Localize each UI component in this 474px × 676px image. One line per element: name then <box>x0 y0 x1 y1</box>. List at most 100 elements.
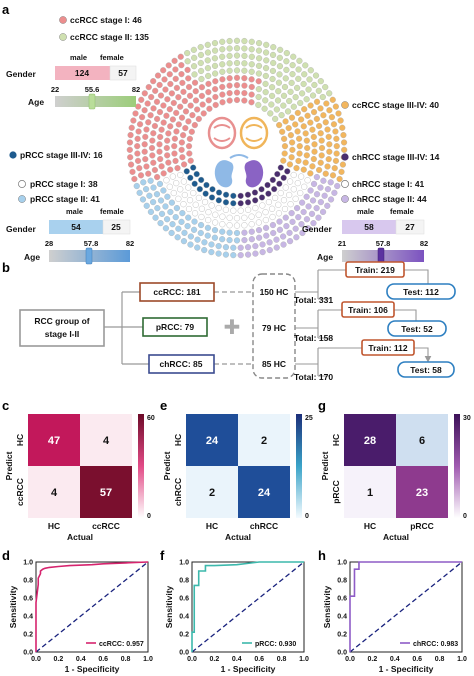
age-label: Age <box>28 97 44 107</box>
ring-dot <box>269 205 276 212</box>
ring-dot <box>148 144 156 152</box>
ring-dot <box>312 72 320 79</box>
ring-dot <box>184 49 191 57</box>
ring-dot <box>158 126 165 133</box>
ring-dot <box>293 165 300 172</box>
ring-dot <box>262 209 269 216</box>
ring-dot <box>294 180 301 187</box>
demographics-chrcc: male female Gender 58 27 21 57.8 82 Age <box>302 207 428 265</box>
ring-dot <box>177 53 184 60</box>
ring-dot <box>181 229 188 236</box>
ring-dot <box>208 241 215 248</box>
legend-ccrcc-stage-2: ccRCC stage II: 135 <box>59 32 149 42</box>
ring-dot <box>317 184 324 191</box>
y-tick-label: 0.8 <box>179 578 189 585</box>
ring-dot <box>150 130 157 137</box>
y-tick-label: 0.0 <box>337 650 347 657</box>
ring-dot <box>317 198 324 206</box>
ring-dot <box>226 89 233 97</box>
ring-dot <box>169 173 176 180</box>
age-median-marker <box>85 247 93 265</box>
ring-dot <box>241 82 248 89</box>
ring-dot <box>168 90 175 97</box>
ring-dot <box>295 214 302 221</box>
x-tick-label: 0.8 <box>435 656 445 663</box>
ring-dot <box>313 98 321 105</box>
x-axis-label: Actual <box>67 532 93 542</box>
colorbar-min: 0 <box>147 513 151 520</box>
x-tick-label: 0.2 <box>210 656 220 663</box>
ring-dot <box>317 130 324 137</box>
ring-dot <box>157 92 165 99</box>
age-max: 82 <box>132 85 140 94</box>
ring-dot <box>322 170 329 177</box>
ring-dot <box>305 203 312 210</box>
ring-dot <box>322 119 329 126</box>
ring-dot <box>275 210 283 217</box>
ring-dot <box>289 139 296 146</box>
ring-dot <box>248 213 255 220</box>
ring-dot <box>241 89 248 97</box>
ring-dot <box>272 115 279 123</box>
ring-dot <box>273 244 280 251</box>
male-count: 58 <box>364 222 374 232</box>
ring-dot <box>187 174 194 181</box>
ring-dot <box>194 236 201 243</box>
age-min: 21 <box>338 239 346 248</box>
ring-dot <box>256 55 263 62</box>
ring-dot <box>258 194 266 201</box>
ring-dot <box>185 205 193 213</box>
ring-dot <box>230 207 237 214</box>
y-tick-label: 1.0 <box>23 560 33 567</box>
legend-dot <box>341 180 349 188</box>
ring-dot <box>219 53 226 60</box>
ring-dot <box>323 100 330 107</box>
ring-dot <box>233 215 241 222</box>
legend-dot <box>18 180 26 188</box>
ring-dot <box>233 37 241 44</box>
ring-dot <box>333 150 340 157</box>
y-axis-label: Sensitivity <box>164 585 174 628</box>
male-label: male <box>66 207 83 216</box>
y-tick-label: 0.6 <box>337 596 347 603</box>
y-tick-label: 0.2 <box>337 632 347 639</box>
ring-dot <box>226 45 233 52</box>
ring-dot <box>248 83 255 91</box>
female-count: 25 <box>111 222 121 232</box>
ring-dot <box>317 78 324 85</box>
ring-dot <box>222 251 230 258</box>
ring-dot <box>248 99 255 106</box>
ring-dot <box>324 126 331 133</box>
colorbar-min: 0 <box>305 513 309 520</box>
ring-dot <box>175 225 182 232</box>
ring-dot <box>311 81 318 89</box>
ring-dot <box>157 155 164 163</box>
ring-dot <box>179 154 186 161</box>
ring-dot <box>252 243 259 250</box>
age-max: 82 <box>126 239 134 248</box>
ring-dot <box>205 216 212 224</box>
ring-dot <box>288 154 295 161</box>
ring-dot <box>201 239 208 246</box>
chance-diagonal <box>191 561 305 653</box>
ring-dot <box>268 92 276 100</box>
total-1: Total: 331 <box>294 295 333 305</box>
ring-dot <box>319 208 327 216</box>
ring-dot <box>280 233 287 240</box>
ring-dot <box>270 44 277 51</box>
ring-dot <box>197 51 205 59</box>
ring-dot <box>172 75 179 82</box>
ring-dot <box>262 224 270 231</box>
train-1: Train: 219 <box>355 265 395 275</box>
ring-dot <box>197 229 204 237</box>
ring-dot <box>186 92 194 99</box>
ring-dot <box>286 97 293 105</box>
ring-dot <box>280 102 287 109</box>
ring-dot <box>340 139 348 146</box>
ring-dot <box>173 109 180 117</box>
ring-dot <box>325 133 332 140</box>
ring-dot <box>310 180 318 188</box>
